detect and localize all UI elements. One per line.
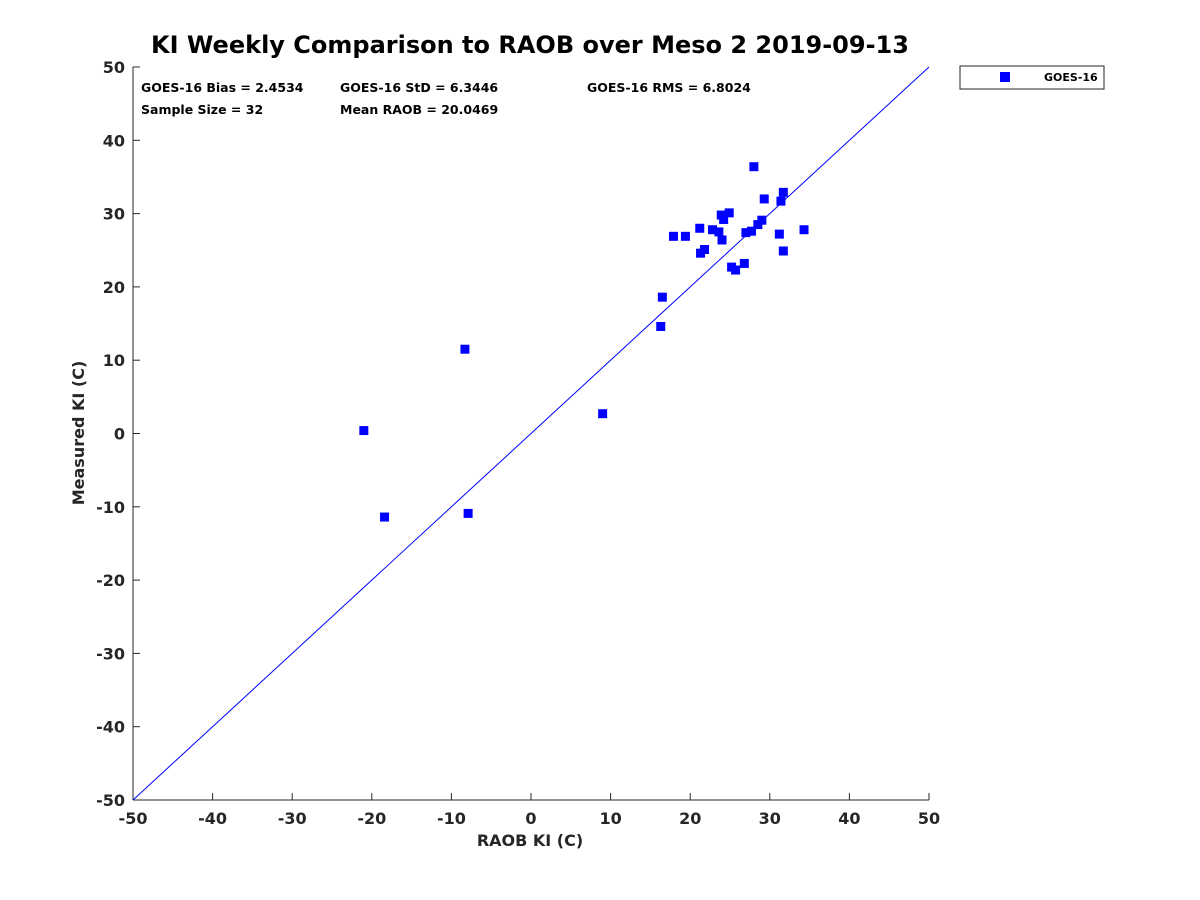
x-tick-label: -30: [278, 809, 307, 828]
chart-title: KI Weekly Comparison to RAOB over Meso 2…: [151, 31, 909, 59]
data-point: [719, 214, 729, 224]
stat-std: GOES-16 StD = 6.3446: [340, 80, 498, 95]
data-point: [700, 245, 710, 255]
x-axis-label: RAOB KI (C): [477, 831, 583, 850]
x-ticks: -50 -40 -30 -20 -10 0 10 20 30 40 50: [119, 793, 940, 828]
data-point: [717, 235, 727, 245]
x-tick-label: 10: [599, 809, 621, 828]
data-point: [707, 225, 717, 235]
data-points: [359, 162, 809, 522]
x-tick-label: 20: [679, 809, 701, 828]
x-tick-label: 40: [838, 809, 860, 828]
data-point: [463, 508, 473, 518]
x-tick-label: -50: [119, 809, 148, 828]
x-tick-label: -40: [198, 809, 227, 828]
y-tick-label: -20: [96, 571, 125, 590]
data-point: [695, 223, 705, 233]
data-point: [749, 162, 759, 172]
stats-annotations: GOES-16 Bias = 2.4534 GOES-16 StD = 6.34…: [141, 80, 751, 117]
data-point: [778, 187, 788, 197]
data-point: [598, 409, 608, 419]
y-tick-label: -30: [96, 644, 125, 663]
stat-rms: GOES-16 RMS = 6.8024: [587, 80, 751, 95]
data-point: [680, 231, 690, 241]
y-ticks: -50 -40 -30 -20 -10 0 10 20 30 40 50: [96, 58, 140, 810]
data-point: [778, 246, 788, 256]
data-point: [799, 225, 809, 235]
x-tick-label: 50: [918, 809, 940, 828]
y-tick-label: 40: [103, 131, 125, 150]
data-point: [746, 226, 756, 236]
x-tick-label: 0: [525, 809, 536, 828]
x-tick-label: -10: [437, 809, 466, 828]
data-point: [668, 231, 678, 241]
data-point: [774, 229, 784, 239]
y-axis-label: Measured KI (C): [69, 361, 88, 506]
data-point: [741, 228, 751, 238]
y-tick-label: 30: [103, 205, 125, 224]
y-tick-label: -40: [96, 718, 125, 737]
data-point: [656, 321, 666, 331]
data-point: [359, 426, 369, 436]
y-tick-label: 20: [103, 278, 125, 297]
data-point: [759, 194, 769, 204]
x-tick-label: 30: [759, 809, 781, 828]
data-point: [739, 258, 749, 268]
y-tick-label: -50: [96, 791, 125, 810]
data-point: [776, 196, 786, 206]
stat-bias: GOES-16 Bias = 2.4534: [141, 80, 304, 95]
legend: GOES-16: [959, 65, 1105, 90]
stat-sample-size: Sample Size = 32: [141, 102, 263, 117]
legend-box: [959, 65, 1105, 90]
data-point: [380, 512, 390, 522]
data-point: [657, 292, 667, 302]
y-tick-label: -10: [96, 498, 125, 517]
data-point: [714, 227, 724, 237]
stat-mean-raob: Mean RAOB = 20.0469: [340, 102, 498, 117]
y-tick-label: 0: [114, 425, 125, 444]
plot-area: -50 -40 -30 -20 -10 0 10 20 30 40 50 -50-40-30-20-…: [96, 58, 940, 828]
one-to-one-line: [132, 66, 930, 801]
legend-marker-square: [1000, 72, 1010, 82]
x-tick-label: -20: [357, 809, 386, 828]
data-point: [460, 344, 470, 354]
legend-label: GOES-16: [1044, 71, 1098, 84]
y-tick-label: 50: [103, 58, 125, 77]
data-point: [724, 208, 734, 218]
data-point: [731, 265, 741, 275]
y-tick-label: 10: [103, 351, 125, 370]
data-point: [757, 215, 767, 225]
